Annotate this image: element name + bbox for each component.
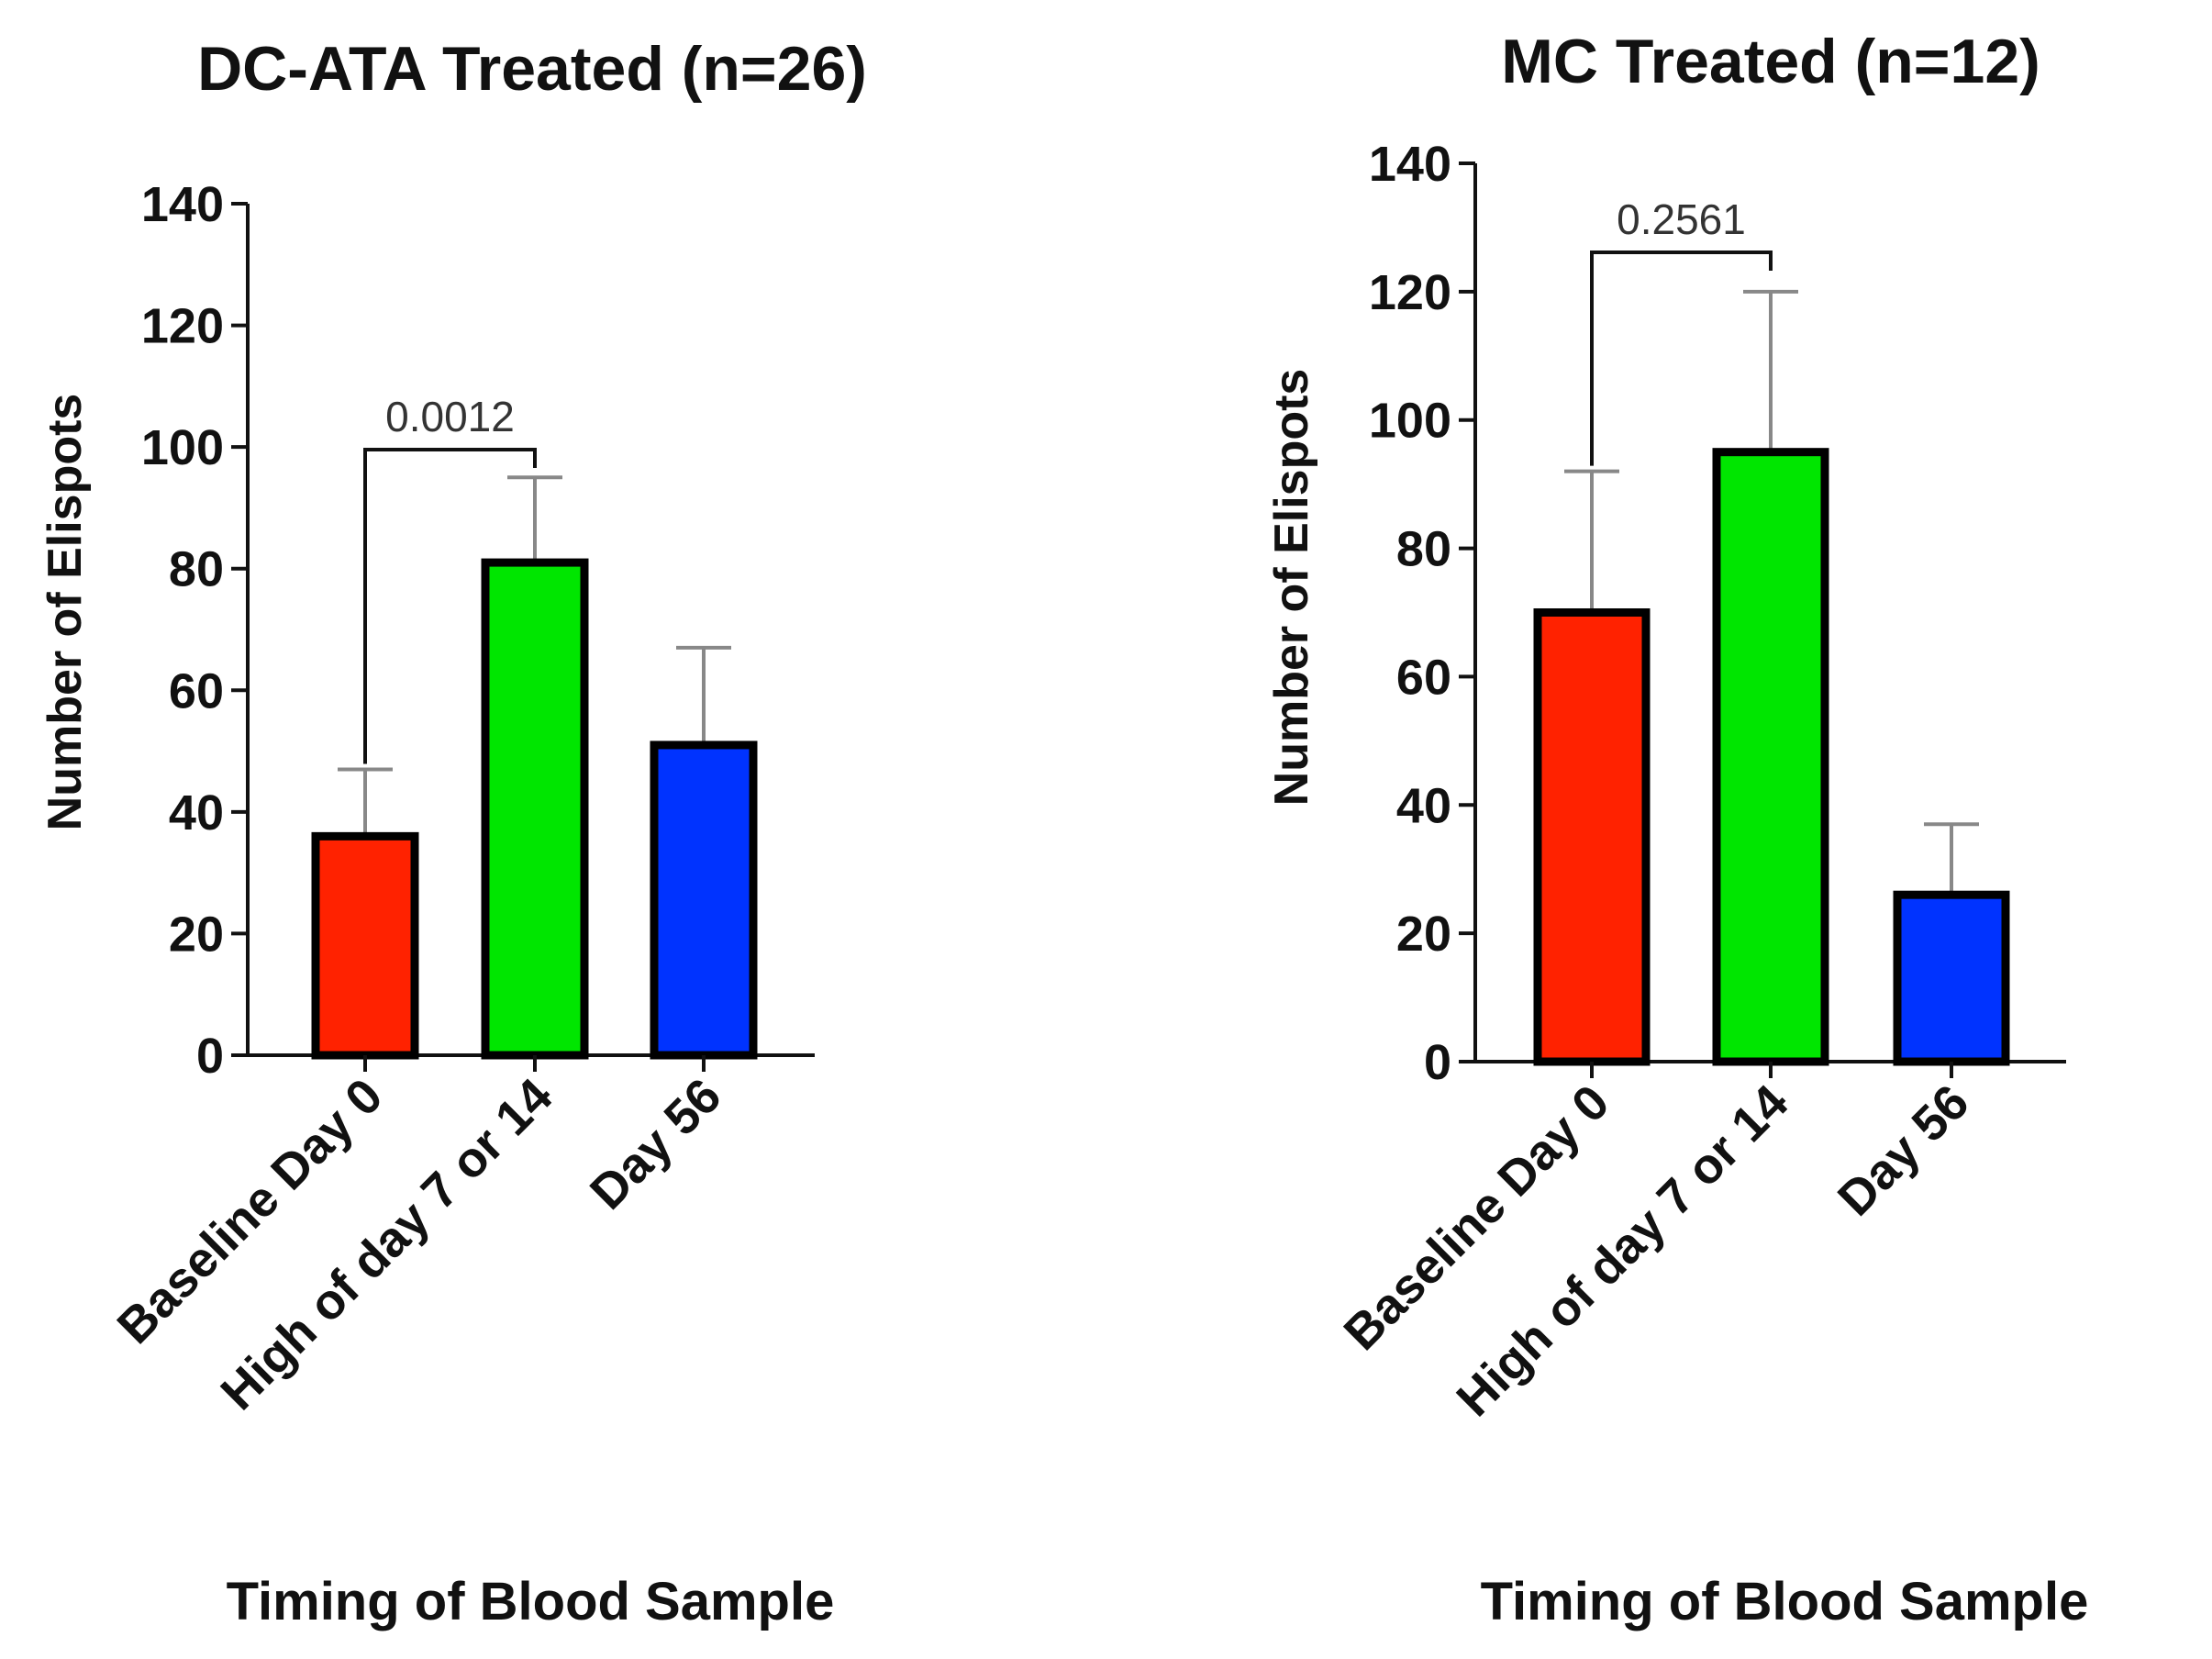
y-tick-label: 100	[1369, 394, 1451, 449]
y-tick-label: 80	[169, 542, 224, 597]
category-label: Day 56	[1828, 1074, 1980, 1227]
y-tick-label: 40	[1396, 778, 1451, 833]
x-axis-title: Timing of Blood Sample	[1481, 1572, 2089, 1631]
y-tick-label: 20	[169, 907, 224, 962]
bar-0	[1533, 608, 1651, 1066]
y-axis-title: Number of Elispots	[1265, 369, 1318, 807]
y-tick-label: 0	[196, 1029, 224, 1084]
significance-bracket	[1590, 251, 1773, 466]
chart-title: DC-ATA Treated (n=26)	[197, 34, 867, 104]
y-axis-title: Number of Elispots	[39, 394, 92, 831]
y-tick-label: 100	[141, 420, 224, 475]
y-tick-label: 60	[1396, 650, 1451, 705]
y-tick-label: 60	[169, 663, 224, 718]
y-tick-label: 140	[1369, 137, 1451, 192]
significance-bracket	[363, 448, 537, 764]
x-axis-title: Timing of Blood Sample	[227, 1572, 835, 1631]
y-tick-label: 80	[1396, 522, 1451, 577]
chart-title: MC Treated (n=12)	[1501, 27, 2040, 96]
category-label: High of day 7 or 14	[1446, 1074, 1798, 1427]
chart-mc: MC Treated (n=12) Number of Elispots Timin…	[1265, 27, 2088, 1631]
chart-dc-ata: DC-ATA Treated (n=26) Number of Elispots T…	[39, 34, 867, 1631]
category-label: High of day 7 or 14	[210, 1068, 562, 1420]
y-tick-label: 40	[169, 785, 224, 841]
category-label: Day 56	[580, 1068, 732, 1220]
significance-label: 0.0012	[385, 393, 515, 440]
bar-1	[481, 558, 589, 1060]
significance-label: 0.2561	[1617, 195, 1746, 243]
bar-2	[650, 740, 758, 1060]
bar-2	[1893, 890, 2010, 1066]
y-tick-label: 0	[1424, 1035, 1451, 1090]
y-tick-label: 20	[1396, 907, 1451, 962]
y-tick-label: 140	[141, 177, 224, 232]
bar-0	[311, 831, 419, 1060]
y-tick-label: 120	[1369, 265, 1451, 320]
y-tick-label: 120	[141, 299, 224, 354]
bar-1	[1712, 448, 1829, 1066]
